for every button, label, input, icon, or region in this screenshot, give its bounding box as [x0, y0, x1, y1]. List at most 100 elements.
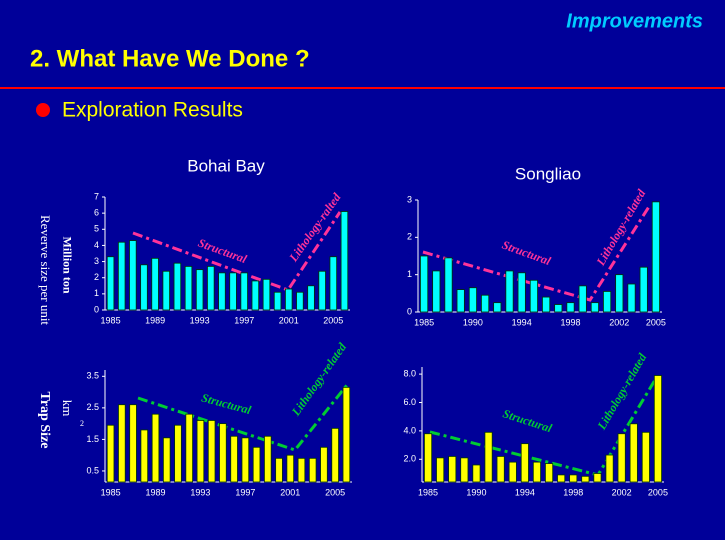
y-axis-label: 2	[80, 419, 84, 428]
annotation: Lithology-related	[593, 186, 649, 269]
x-tick-label: 1985	[418, 487, 438, 497]
trend-line	[422, 204, 652, 302]
x-tick-label: 2001	[279, 315, 299, 325]
bullet-dot	[36, 103, 50, 117]
bar	[151, 257, 159, 311]
x-tick-label: 1994	[512, 317, 532, 327]
bar	[273, 291, 282, 311]
bar	[641, 431, 650, 483]
bar	[529, 279, 538, 313]
bar	[468, 287, 477, 313]
y-axis-label: Reverve size per unit	[38, 215, 53, 325]
x-tick-label: 1993	[190, 487, 210, 497]
bar	[118, 404, 126, 483]
y-tick-label: 0	[94, 304, 99, 314]
bar	[129, 404, 137, 483]
y-tick-label: 3.5	[86, 371, 99, 381]
bar	[505, 270, 514, 313]
bar	[545, 463, 554, 483]
bar	[184, 266, 193, 311]
x-tick-label: 2002	[609, 317, 629, 327]
bar	[481, 294, 490, 313]
y-tick-label: 6	[94, 208, 99, 218]
bar	[329, 256, 338, 311]
bar	[542, 296, 551, 313]
bar	[308, 457, 317, 483]
y-tick-label: 0.5	[86, 465, 99, 475]
bar	[162, 437, 171, 483]
y-axis-label: km	[60, 400, 75, 417]
bar	[174, 424, 182, 483]
y-tick-label: 2	[407, 232, 412, 242]
y-tick-label: 6.0	[403, 397, 416, 407]
x-tick-label: 2005	[648, 487, 668, 497]
bar	[264, 435, 272, 483]
x-tick-label: 2005	[646, 317, 666, 327]
bar	[106, 424, 115, 483]
bar	[129, 240, 137, 311]
bar	[240, 272, 248, 311]
bar	[106, 256, 115, 311]
bar	[297, 457, 306, 483]
x-tick-label: 1994	[515, 487, 535, 497]
bar	[566, 302, 575, 313]
x-tick-label: 1998	[563, 487, 583, 497]
x-tick-label: 1989	[145, 315, 165, 325]
bar	[219, 423, 227, 483]
y-tick-label: 5	[94, 224, 99, 234]
x-tick-label: 1993	[190, 315, 210, 325]
annotation: Structural	[501, 406, 554, 435]
y-tick-label: 3	[407, 194, 412, 204]
bar	[162, 270, 170, 311]
y-axis-label: Million ton	[60, 236, 74, 293]
bar	[307, 285, 315, 311]
bar	[241, 437, 250, 483]
bar	[117, 241, 126, 311]
y-tick-label: 2.5	[86, 402, 99, 412]
bar	[229, 272, 237, 311]
x-tick-label: 2001	[280, 487, 300, 497]
annotation: Lithology-ralted	[286, 190, 344, 265]
bar	[207, 266, 215, 311]
bar	[448, 456, 457, 483]
y-tick-label: 8.0	[403, 368, 416, 378]
bar	[603, 291, 612, 313]
bar	[456, 289, 465, 313]
bar	[532, 461, 541, 483]
bar	[651, 201, 660, 313]
bar	[617, 433, 626, 483]
x-tick-label: 1990	[466, 487, 486, 497]
y-tick-label: 4.0	[403, 425, 416, 435]
bar	[320, 446, 328, 483]
bar	[554, 304, 563, 313]
bar	[460, 457, 469, 483]
bar	[590, 302, 599, 313]
bar	[285, 288, 293, 311]
bar	[436, 457, 445, 483]
bar	[653, 375, 662, 483]
bar	[517, 272, 526, 313]
y-tick-label: 1	[407, 269, 412, 279]
bar	[508, 461, 517, 483]
y-tick-label: 1.5	[86, 434, 99, 444]
bar	[218, 272, 226, 311]
bar	[557, 474, 566, 483]
bar	[432, 270, 441, 313]
bar	[340, 211, 349, 311]
x-tick-label: 1989	[146, 487, 166, 497]
x-tick-label: 2005	[325, 487, 345, 497]
annotation: Lithology-related	[288, 340, 350, 420]
bar	[639, 266, 648, 313]
x-tick-label: 1985	[101, 487, 121, 497]
bar	[151, 413, 160, 483]
y-tick-label: 1	[94, 288, 99, 298]
bar	[195, 269, 204, 311]
y-tick-label: 7	[94, 191, 99, 201]
x-tick-label: 1990	[463, 317, 483, 327]
bar	[275, 457, 283, 483]
x-tick-label: 1997	[235, 487, 255, 497]
slide-title: 2. What Have We Done ?	[30, 45, 310, 72]
bar	[185, 413, 193, 483]
bar	[331, 427, 339, 483]
bar	[578, 285, 587, 313]
